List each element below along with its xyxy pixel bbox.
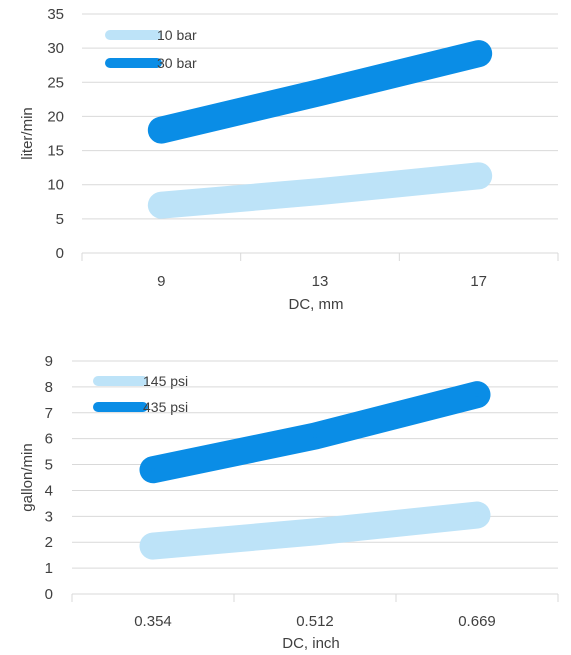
legend-label: 30 bar: [157, 55, 197, 71]
y-tick-label: 8: [45, 379, 53, 396]
data-point: [475, 392, 479, 397]
y-tick-label: 0: [45, 586, 53, 603]
chart-2: 0 1 2 3 4 5 6 7 8 9 0.354 0.512 0.669 DC, inch gallon/…: [19, 353, 559, 652]
y-tick-label: 35: [47, 6, 64, 23]
data-point: [313, 529, 317, 534]
y-axis-title: gallon/min: [19, 443, 36, 511]
y-tick-label: 20: [47, 108, 64, 125]
y-tick-label: 2: [45, 534, 53, 551]
x-tick-label: 0.354: [134, 613, 172, 630]
y-tick-label: 5: [45, 457, 53, 474]
legend-label: 145 psi: [143, 373, 188, 389]
y-tick-label: 4: [45, 482, 53, 499]
data-point: [151, 467, 155, 472]
data-point: [313, 434, 317, 439]
data-point: [151, 544, 155, 549]
x-axis-title: DC, inch: [282, 635, 340, 652]
chart-1: 0 5 10 15 20 25 30 35 9 13 17 DC, mm liter/min 10 bar…: [19, 6, 559, 313]
y-tick-label: 5: [56, 211, 64, 228]
data-point: [159, 203, 164, 208]
y-tick-label: 0: [56, 245, 64, 262]
y-tick-label: 1: [45, 560, 53, 577]
x-axis-title: DC, mm: [289, 296, 344, 313]
data-point: [476, 51, 481, 56]
x-tick-label: 13: [312, 273, 329, 290]
y-axis-title: liter/min: [19, 107, 36, 160]
y-tick-label: 25: [47, 74, 64, 91]
x-tick-label: 0.669: [458, 613, 496, 630]
y-tick-label: 15: [47, 143, 64, 160]
y-tick-label: 9: [45, 353, 53, 370]
y-tick-label: 3: [45, 508, 53, 525]
data-point: [476, 173, 481, 178]
y-tick-label: 6: [45, 431, 53, 448]
x-tick-label: 9: [157, 273, 165, 290]
legend-label: 435 psi: [143, 399, 188, 415]
data-point: [475, 513, 479, 518]
x-tick-label: 0.512: [296, 613, 334, 630]
legend-label: 10 bar: [157, 27, 197, 43]
data-point: [318, 90, 322, 95]
y-tick-label: 10: [47, 177, 64, 194]
data-point: [318, 189, 322, 194]
series-line-435-psi: [139, 381, 491, 484]
y-tick-label: 30: [47, 40, 64, 57]
y-tick-label: 7: [45, 405, 53, 422]
x-tick-label: 17: [470, 273, 487, 290]
data-point: [159, 128, 164, 133]
